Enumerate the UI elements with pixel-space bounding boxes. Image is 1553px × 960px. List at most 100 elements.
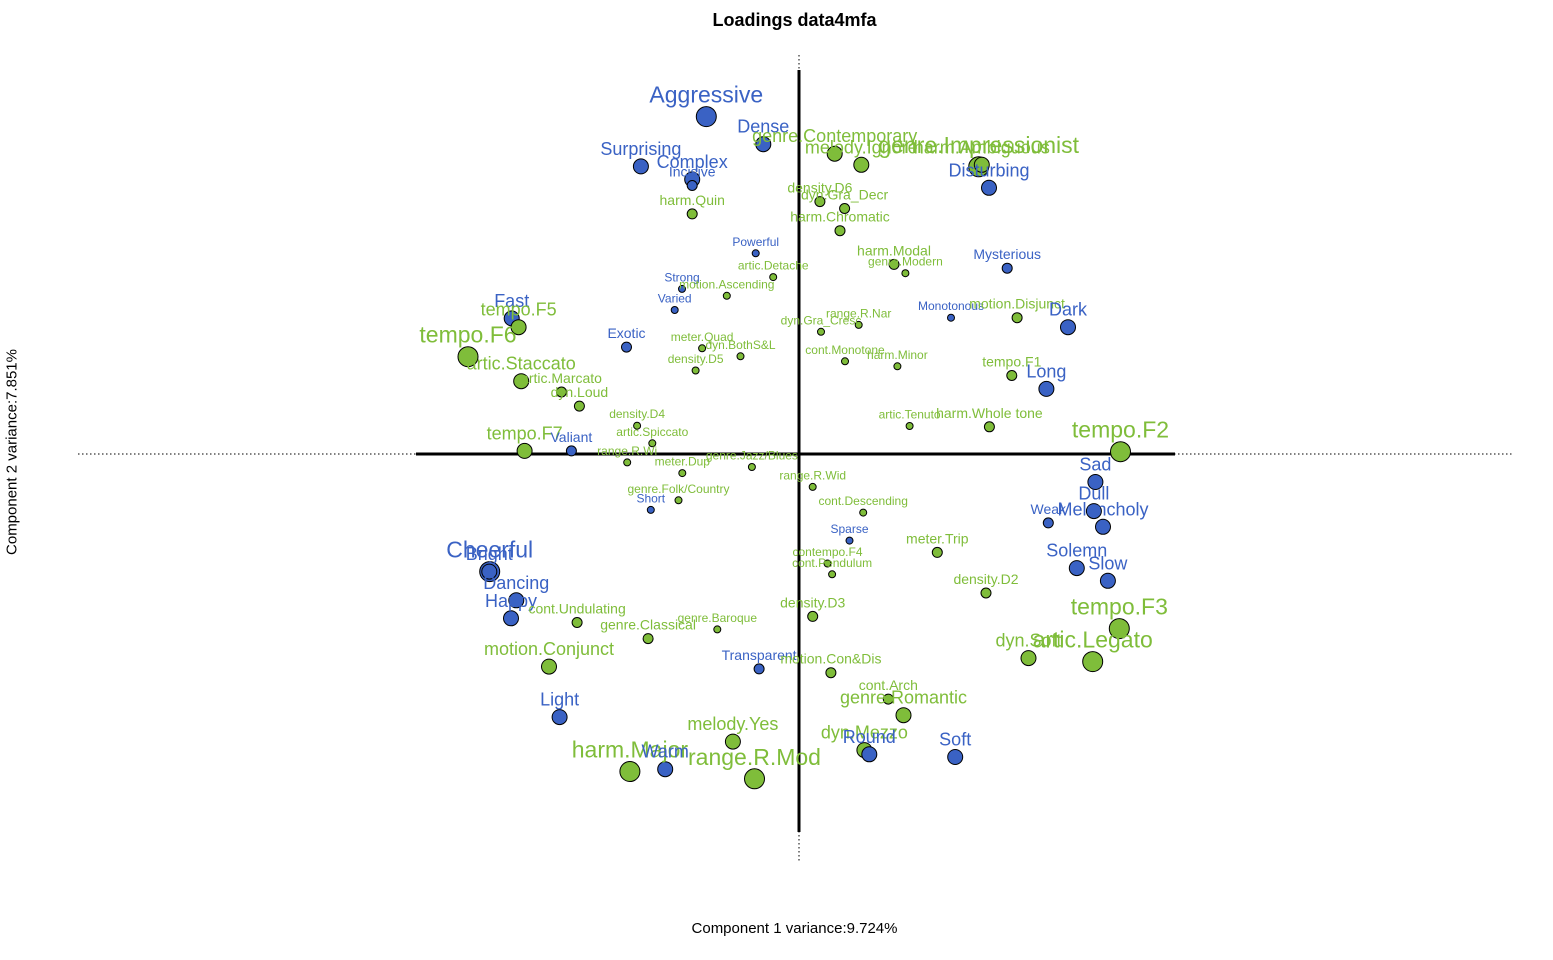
point-density-d2 [980,587,992,599]
point-range-r-wid [808,482,817,491]
point-harm-whole-tone [983,421,995,433]
point-genre-folk-country [674,496,683,505]
point-label-cont-monotone: cont.Monotone [805,343,885,357]
point-tempo-f6 [457,346,479,368]
point-bright [481,563,498,580]
point-cont-undulating [571,617,583,628]
point-label-mysterious: Mysterious [973,246,1041,262]
point-label-genre-impressionist: genre.Impressionist [878,132,1079,158]
point-label-aggressive: Aggressive [649,82,763,108]
point-artic-spiccato [648,439,657,448]
point-label-dyn-gra-cresc: dyn.Gra_Cresc [781,313,862,327]
point-dyn-gra-decr [839,203,851,214]
point-label-tempo-f7: tempo.F7 [487,423,563,443]
point-artic-detache [769,273,778,282]
point-exotic [621,341,632,353]
point-incisive [686,180,698,191]
point-label-round: Round [843,727,896,747]
point-label-dyn-gra-decr: dyn.Gra_Decr [801,187,888,203]
point-label-tempo-f1: tempo.F1 [982,354,1041,370]
point-label-contempo-f4: contempo.F4 [792,545,862,559]
point-label-artic-spiccato: artic.Spiccato [616,425,688,439]
point-artic-marcato [556,386,567,398]
point-tempo-f3 [1108,618,1130,640]
point-harm-minor [893,362,902,371]
point-warm [657,761,674,778]
point-solemn [1068,560,1085,577]
point-genre-baroque [713,625,722,634]
point-dancing [508,592,525,609]
point-motion-ascending [722,291,731,300]
point-label-bright: Bright [466,544,513,564]
point-label-powerful: Powerful [732,235,779,249]
point-meter-dup [678,469,687,478]
point-label-density-d3: density.D3 [780,594,845,610]
point-label-cont-descending: cont.Descending [819,494,908,508]
point-meter-trip [931,546,943,558]
point-label-short: Short [636,491,665,505]
point-label-motion-con-dis: motion.Con&Dis [780,651,881,667]
point-label-dancing: Dancing [483,573,549,593]
y-axis-label: Component 2 variance:7.851% [3,349,21,555]
point-cont-descending [859,508,868,517]
point-label-warm: Warm [642,742,689,762]
point-label-range-r-wi: range.R.Wi [597,444,657,458]
point-density-d6 [814,196,826,208]
chart-title: Loadings data4mfa [712,10,877,30]
point-label-density-d5: density.D5 [668,352,724,366]
point-label-harm-whole-tone: harm.Whole tone [936,405,1043,421]
point-label-artic-legato: artic.Legato [1033,627,1153,653]
point-tempo-f7 [516,442,533,459]
point-label-dyn-boths-l: dyn.BothS&L [705,338,775,352]
point-label-genre-romantic: genre.Romantic [840,688,967,708]
point-density-d3 [807,610,819,622]
point-label-monotonous: Monotonous [918,299,984,313]
point-range-r-mod [744,768,765,790]
point-label-melody-ignore: melody.Ignore [805,137,918,157]
point-density-d5 [691,366,700,375]
point-cont-pendulum [828,570,837,579]
point-label-dense: Dense [737,117,789,137]
point-label-cont-arch: cont.Arch [859,677,918,693]
point-melancholy [1095,518,1111,535]
point-label-harm-ambiguous: harm.Ambiguous [914,137,1050,157]
point-artic-legato [1082,651,1104,673]
point-label-range-r-nar: range.R.Nar [826,306,891,320]
point-label-dyn-soft: dyn.Soft [995,631,1061,651]
point-label-varied: Varied [658,292,692,306]
point-genre-modern [901,269,910,278]
point-varied [670,306,679,314]
point-label-complex: Complex [657,152,728,172]
point-dark [1060,319,1076,336]
point-mysterious [1001,262,1013,274]
point-valiant [565,445,577,457]
point-label-density-d4: density.D4 [609,407,665,421]
point-label-transparent: Transparent [722,647,797,663]
point-label-range-r-wid: range.R.Wid [779,468,846,482]
point-label-meter-trip: meter.Trip [906,530,969,546]
point-label-strong: Strong [664,270,699,284]
point-cont-arch [882,693,894,705]
point-label-cheerful: Cheerful [446,537,533,563]
point-label-slow: Slow [1088,553,1128,573]
point-harm-major [619,761,641,782]
point-label-long: Long [1026,361,1066,381]
point-label-sparse: Sparse [830,522,868,536]
point-weak [1042,517,1054,529]
point-harm-chromatic [834,225,846,237]
point-slow [1099,572,1116,589]
point-dyn-loud [573,400,585,412]
point-label-cont-pendulum: cont.Pendulum [792,556,872,570]
point-label-light: Light [540,690,579,710]
point-label-happy: Happy [485,591,537,611]
point-contempo-f4 [823,559,832,568]
point-label-genre-folk-country: genre.Folk/Country [627,482,729,496]
point-strong [678,284,686,293]
point-long [1038,380,1055,397]
point-short [646,505,655,514]
point-genre-jazz-blues [747,463,756,471]
point-motion-disjunct [1011,312,1023,324]
point-round [861,746,878,763]
point-label-dark: Dark [1049,300,1088,320]
